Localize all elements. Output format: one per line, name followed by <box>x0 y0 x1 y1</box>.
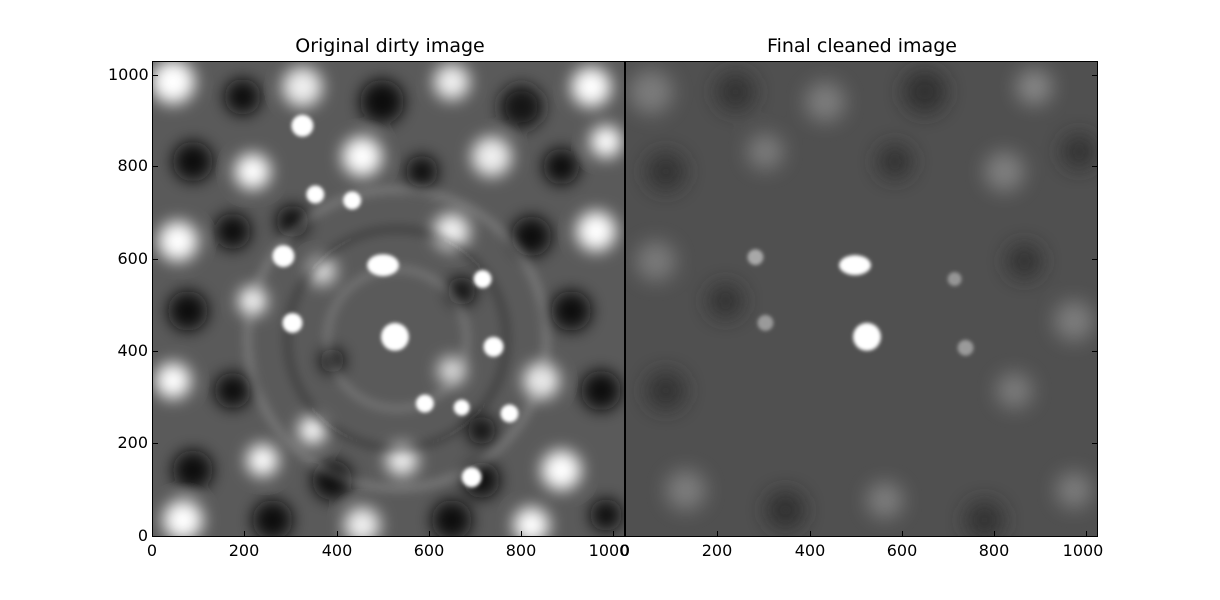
y-tick-mark <box>1092 351 1098 352</box>
x-tick-label-0: 0 <box>146 541 158 560</box>
x-tick-mark <box>337 531 338 537</box>
y-tick-label-600: 600 <box>117 249 148 268</box>
y-tick-label-400: 400 <box>117 341 148 360</box>
x-tick-mark <box>244 531 245 537</box>
y-tick-mark <box>1092 259 1098 260</box>
x-tick-mark <box>717 531 718 537</box>
x-tick-label-600: 600 <box>886 541 918 560</box>
y-tick-label-200: 200 <box>117 433 148 452</box>
dirty-image-axes <box>152 61 625 537</box>
noise-pattern <box>153 62 623 536</box>
x-tick-label-800: 800 <box>978 541 1010 560</box>
y-tick-mark <box>1092 443 1098 444</box>
y-tick-mark <box>1092 75 1098 76</box>
x-tick-label-400: 400 <box>794 541 826 560</box>
clean-sources <box>747 249 974 356</box>
y-tick-label-0: 0 <box>137 526 148 545</box>
cleaned-image <box>626 62 1097 536</box>
x-tick-mark <box>902 531 903 537</box>
x-tick-mark <box>810 531 811 537</box>
y-tick-mark <box>152 536 158 537</box>
x-tick-mark <box>1086 531 1087 537</box>
y-tick-mark <box>152 75 158 76</box>
x-tick-label-400: 400 <box>321 541 353 560</box>
residual-noise <box>628 68 1097 536</box>
x-tick-label-200: 200 <box>228 541 260 560</box>
x-tick-mark <box>521 531 522 537</box>
y-tick-mark <box>152 351 158 352</box>
cleaned-image-axes <box>625 61 1098 537</box>
left-panel-title: Original dirty image <box>295 35 485 57</box>
x-tick-label-1000: 1000 <box>1062 541 1104 560</box>
y-tick-label-800: 800 <box>117 156 148 175</box>
right-panel-title: Final cleaned image <box>767 35 957 57</box>
x-tick-label-600: 600 <box>413 541 445 560</box>
x-tick-label-800: 800 <box>505 541 537 560</box>
y-tick-label-1000: 1000 <box>108 65 149 84</box>
y-tick-mark <box>1092 166 1098 167</box>
dirty-image <box>153 62 624 536</box>
x-tick-mark <box>429 531 430 537</box>
ring-ripples <box>244 186 550 492</box>
x-tick-label-1000: 1000 <box>588 541 630 560</box>
x-tick-label-0: 0 <box>619 541 631 560</box>
x-tick-mark <box>994 531 995 537</box>
x-tick-mark <box>613 531 614 537</box>
y-tick-mark <box>152 259 158 260</box>
y-tick-mark <box>152 443 158 444</box>
y-tick-mark <box>152 166 158 167</box>
bright-sources <box>272 114 519 488</box>
x-tick-label-200: 200 <box>701 541 733 560</box>
